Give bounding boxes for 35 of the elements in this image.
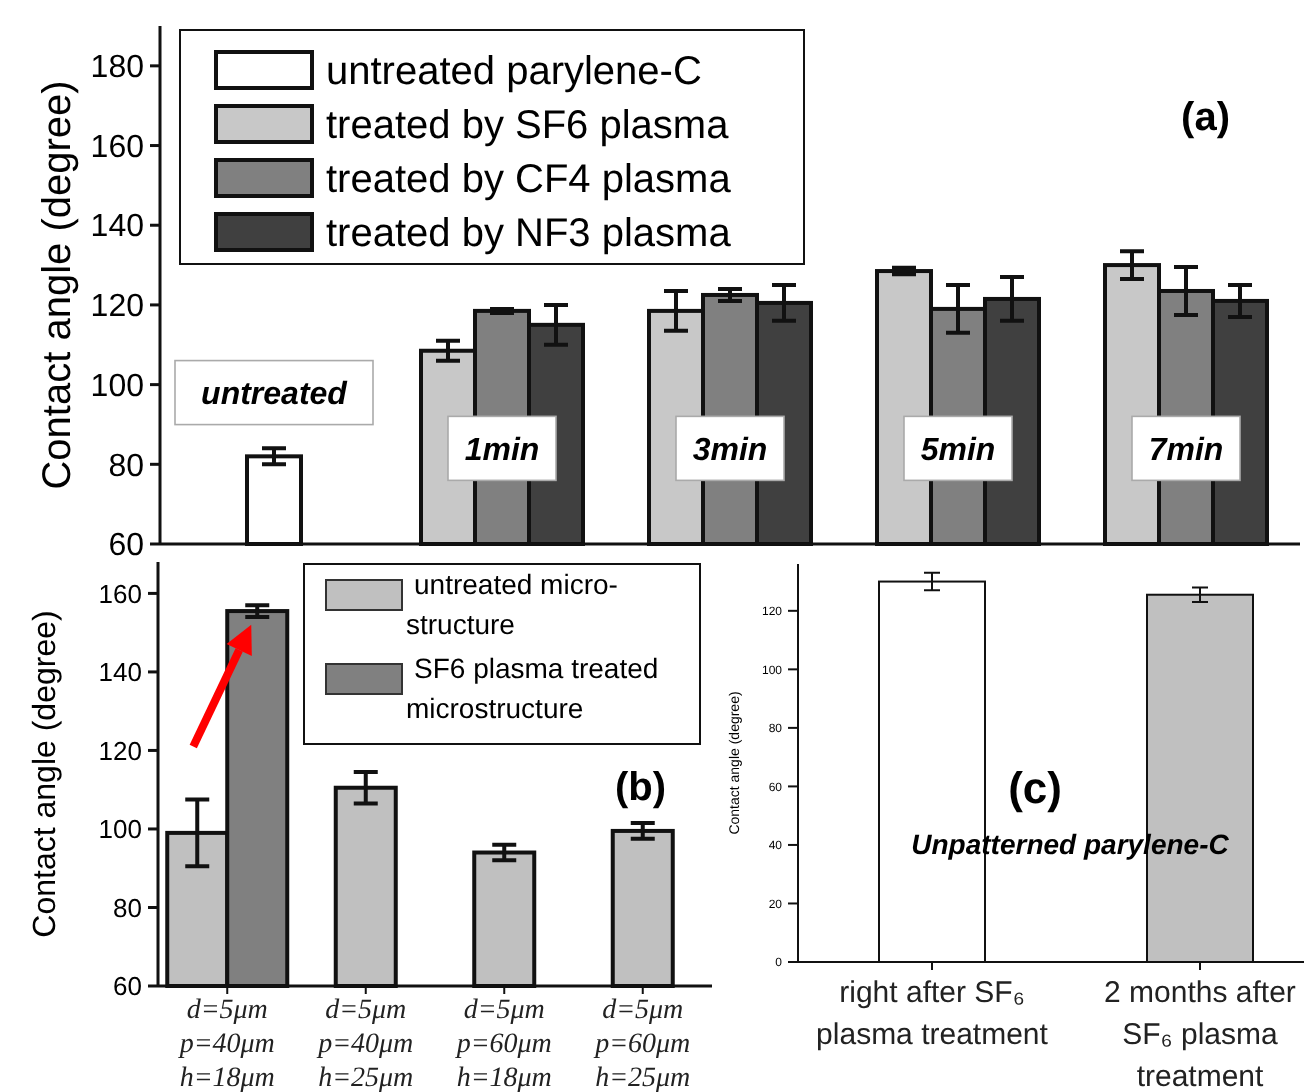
annotation: (a) (1181, 96, 1230, 140)
x-tick-label: d=5μm p=40μm h=25μm (316, 996, 414, 1092)
y-tick-label: 140 (98, 657, 142, 688)
y-tick-label: 120 (90, 290, 145, 325)
legend-label: treated by CF4 plasma (326, 158, 733, 202)
y-tick-label: 80 (108, 449, 145, 484)
legend-label: untreated micro- structure (406, 568, 619, 640)
annotation: (c) (1008, 763, 1062, 814)
legend-label: treated by NF3 plasma (326, 212, 733, 256)
x-tick-label: 2 months after SF₆ plasma treatment (1104, 976, 1296, 1092)
y-tick-label: 60 (108, 529, 145, 564)
x-tick-label: 5min (920, 433, 996, 468)
legend-label: untreated parylene-C (326, 50, 702, 94)
x-tick-label: d=5μm p=60μm h=18μm (454, 996, 552, 1092)
annotation: (b) (614, 766, 666, 810)
y-tick-label: 140 (90, 210, 145, 245)
x-tick-label: 3min (692, 433, 768, 468)
y-tick-label: 160 (90, 130, 145, 165)
y-tick-label: 160 (98, 578, 142, 609)
x-tick-label: right after SF₆ plasma treatment (816, 976, 1050, 1052)
legend-label: SF6 plasma treated microstructure (406, 652, 659, 724)
x-tick-label: d=5μm p=40μm h=18μm (177, 996, 275, 1092)
legend-label: treated by SF6 plasma (326, 104, 731, 148)
y-tick-label: 120 (98, 735, 142, 766)
x-tick-label: d=5μm p=60μm h=25μm (593, 996, 691, 1092)
y-tick-label: 100 (98, 814, 142, 845)
y-axis-title: Contact angle (degree) (29, 610, 64, 938)
y-tick-label: 60 (113, 971, 142, 1002)
x-tick-label: 1min (464, 433, 540, 468)
y-axis-title: Contact angle (degree) (36, 80, 80, 490)
y-tick-label: 80 (113, 892, 142, 923)
y-tick-label: 100 (90, 369, 145, 404)
x-tick-label: 7min (1148, 433, 1224, 468)
x-tick-label: untreated (201, 377, 350, 412)
y-tick-label: 180 (90, 51, 145, 86)
